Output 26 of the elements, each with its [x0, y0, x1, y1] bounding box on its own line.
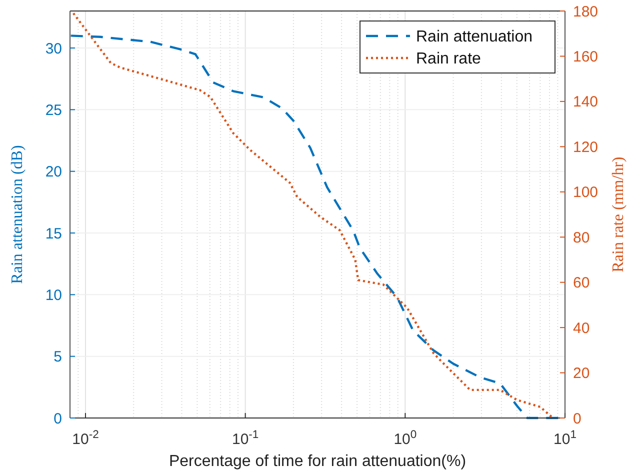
y2-tick-label: 60: [573, 274, 590, 292]
y2-tick-label: 160: [573, 48, 598, 66]
y-tick-label: 5: [54, 348, 62, 366]
legend-label: Rain attenuation: [416, 28, 533, 46]
x-tick-label: 10$^{-1}$: [232, 429, 259, 448]
y2-tick-label: 140: [573, 94, 598, 111]
y2-tick-label: 20: [573, 365, 590, 382]
y-tick-label: 25: [45, 102, 62, 119]
y2-tick-label: 100: [573, 184, 598, 202]
legend-label: Rain rate: [416, 50, 482, 68]
y2-tick-label: 0: [573, 410, 582, 428]
y-axis-title: Rain attenuation (dB): [9, 145, 26, 284]
x-tick-label: 10$^{-2}$: [72, 429, 99, 448]
x-axis-title: Percentage of time for rain attenuation(%): [168, 453, 466, 470]
y2-tick-label: 120: [573, 138, 598, 156]
y-tick-label: 15: [45, 225, 62, 242]
y-tick-label: 10: [45, 286, 62, 304]
y-tick-label: 30: [45, 40, 62, 58]
y-tick-label: 0: [54, 410, 62, 428]
y2-tick-label: 180: [573, 3, 598, 20]
x-tick-label: 10$^{0}$: [394, 429, 417, 448]
y2-axis-title: Rain rate (mm/hr): [610, 156, 627, 272]
y2-tick-label: 40: [573, 320, 590, 337]
y-tick-label: 20: [45, 164, 62, 181]
y2-tick-label: 80: [573, 229, 590, 246]
x-tick-label: 10$^{1}$: [554, 429, 576, 448]
